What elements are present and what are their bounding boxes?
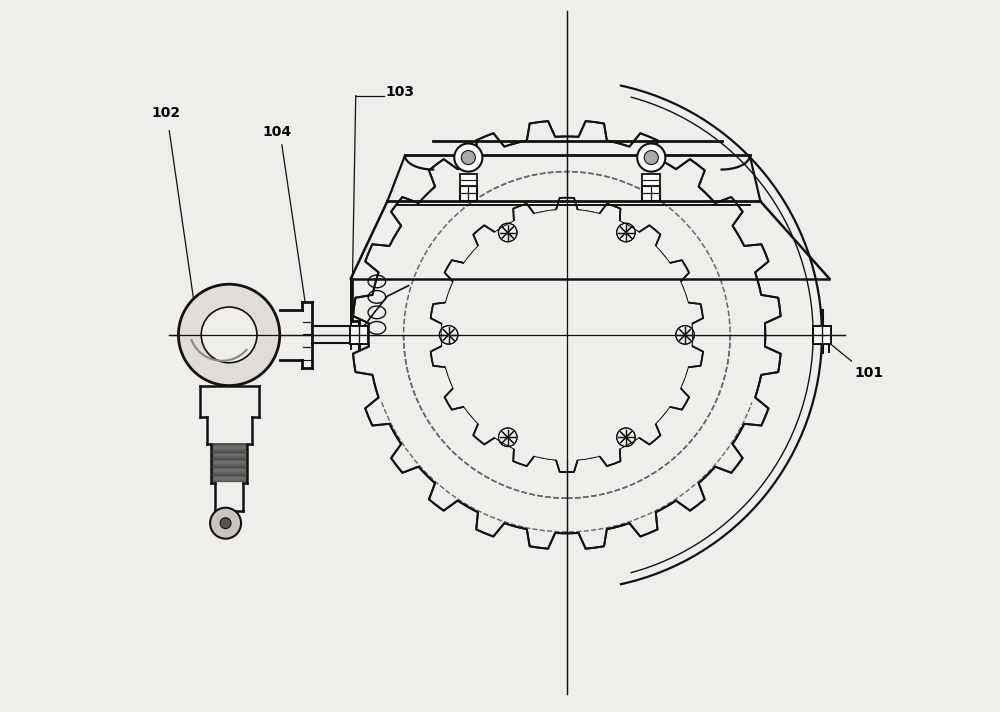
- Bar: [813, 326, 831, 344]
- Bar: [460, 186, 477, 201]
- Bar: [359, 201, 822, 335]
- Circle shape: [461, 150, 475, 164]
- Text: 102: 102: [152, 106, 181, 120]
- Text: 104: 104: [262, 125, 291, 140]
- Circle shape: [637, 144, 665, 172]
- Bar: [642, 174, 660, 186]
- Circle shape: [210, 508, 241, 539]
- Circle shape: [454, 144, 482, 172]
- Bar: [813, 326, 831, 344]
- Bar: [350, 326, 368, 344]
- Bar: [460, 174, 477, 186]
- Circle shape: [201, 307, 257, 362]
- Text: 103: 103: [385, 85, 414, 99]
- Circle shape: [178, 284, 280, 386]
- Circle shape: [442, 209, 692, 460]
- Bar: [360, 207, 822, 334]
- Circle shape: [220, 518, 231, 528]
- Bar: [350, 326, 368, 344]
- Text: 101: 101: [855, 366, 884, 379]
- Circle shape: [644, 150, 658, 164]
- Bar: [642, 186, 660, 201]
